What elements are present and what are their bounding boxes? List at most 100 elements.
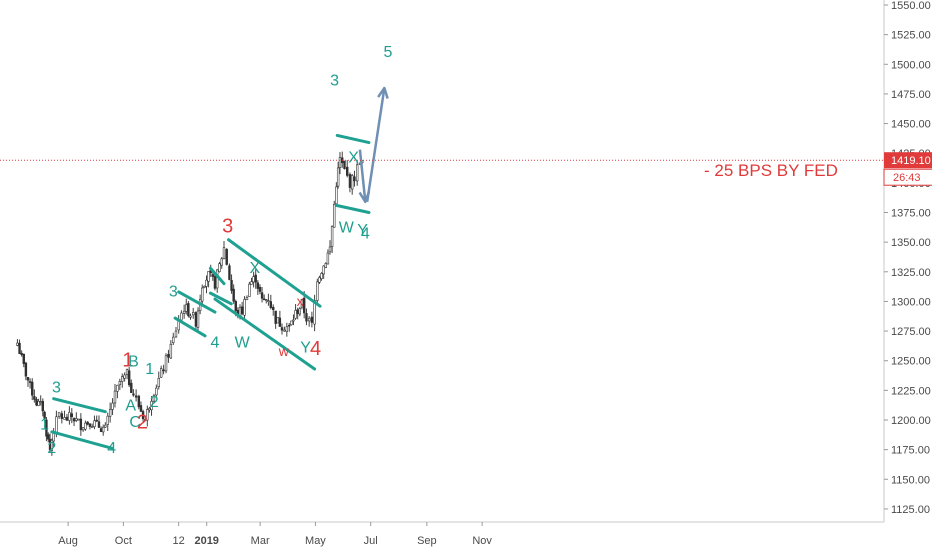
candle-body — [134, 395, 138, 398]
price-tick-label: 1175.00 — [891, 445, 930, 457]
price-tick-label: 1225.00 — [891, 385, 931, 397]
candle-body — [95, 419, 98, 422]
candle-body — [288, 324, 291, 327]
trend-lines — [50, 133, 371, 450]
candlestick-series — [16, 151, 364, 456]
candle-body — [174, 330, 178, 338]
trend-line — [208, 266, 226, 286]
price-tick-label: 1250.00 — [891, 356, 931, 368]
candle-body — [283, 329, 286, 332]
candle-body — [205, 279, 208, 287]
candle-body — [346, 166, 349, 176]
candle-body — [159, 368, 163, 378]
price-tick-label: 1375.00 — [891, 208, 931, 220]
candle-body — [63, 417, 66, 420]
wave-label: x — [297, 293, 304, 309]
candle-body — [33, 396, 36, 400]
candle-body — [207, 271, 210, 282]
arrow-shaft — [358, 149, 367, 202]
candle-body — [86, 421, 89, 425]
candle-body — [292, 319, 295, 322]
candle-body — [35, 398, 38, 406]
candle-body — [280, 327, 284, 331]
candle-body — [180, 312, 183, 321]
candle-body — [20, 352, 23, 355]
candle-body — [132, 393, 135, 396]
wave-label: 2 — [150, 394, 159, 411]
candle-body — [267, 300, 270, 302]
wave-label: C — [129, 414, 141, 431]
candle-body — [348, 174, 352, 188]
candle-body — [93, 420, 96, 428]
candle-body — [18, 342, 21, 354]
time-tick-label: Sep — [417, 535, 437, 547]
last-price-label: 1419.10 — [891, 155, 931, 167]
candle-body — [254, 274, 257, 283]
candle-body — [355, 164, 359, 182]
candle-body — [43, 411, 46, 419]
wave-label: Y — [300, 339, 311, 356]
candle-body — [203, 285, 206, 288]
wave-label: A — [125, 398, 136, 415]
candle-body — [118, 381, 122, 386]
wave-label: 2 — [137, 411, 148, 433]
candle-body — [216, 269, 219, 289]
candle-body — [121, 376, 124, 382]
candle-body — [155, 387, 158, 396]
arrow-head — [377, 86, 389, 99]
wave-label: 1 — [122, 350, 133, 372]
candle-body — [196, 310, 200, 328]
wave-label: 4 — [210, 335, 219, 352]
time-tick-label: Nov — [472, 535, 492, 547]
candle-body — [22, 353, 25, 364]
price-tick-label: 1550.00 — [891, 0, 931, 12]
wave-label: 3 — [169, 284, 178, 301]
candle-body — [150, 400, 153, 411]
wave-label: X — [249, 260, 260, 277]
candle-body — [39, 401, 42, 403]
fed-annotation: - 25 BPS BY FED — [704, 161, 838, 180]
candle-body — [256, 282, 260, 289]
trend-line — [213, 297, 317, 371]
candle-body — [269, 301, 273, 308]
trend-line — [335, 133, 371, 145]
candle-body — [272, 306, 275, 311]
candle-body — [88, 423, 92, 427]
candle-body — [243, 299, 246, 316]
candle-body — [41, 400, 45, 412]
candle-body — [143, 419, 147, 421]
price-tick-label: 1500.00 — [891, 59, 931, 71]
price-tick-label: 1125.00 — [891, 504, 930, 516]
candle-body — [258, 286, 262, 292]
candle-body — [65, 416, 69, 421]
candle-body — [260, 292, 264, 299]
wave-label: 4 — [310, 338, 321, 360]
candle-body — [285, 326, 289, 332]
time-axis[interactable]: Aug Oct 12 2019 Mar May Jul Sep Nov — [0, 521, 884, 547]
wave-label: 3 — [52, 380, 61, 397]
price-tick-label: 1300.00 — [891, 296, 931, 308]
time-tick-label: Mar — [251, 535, 270, 547]
wave-label: 3 — [222, 216, 233, 238]
candle-body — [79, 418, 83, 431]
candle-body — [111, 402, 114, 410]
candle-body — [172, 336, 175, 343]
trend-line — [173, 316, 207, 338]
candle-body — [47, 434, 50, 440]
price-axis[interactable]: 1550.001525.001500.001475.001450.001425.… — [883, 0, 931, 522]
time-tick-label: May — [305, 535, 326, 547]
candle-body — [232, 288, 235, 302]
candle-body — [201, 287, 204, 302]
time-tick-label: 2019 — [194, 535, 218, 547]
candle-body — [99, 428, 103, 433]
candle-body — [137, 395, 141, 408]
wave-label: Y — [357, 222, 368, 239]
candle-body — [296, 309, 299, 314]
candle-body — [187, 303, 190, 317]
candle-body — [104, 424, 107, 428]
candle-body — [262, 298, 266, 301]
price-tick-label: 1150.00 — [891, 474, 930, 486]
candle-body — [26, 377, 30, 381]
